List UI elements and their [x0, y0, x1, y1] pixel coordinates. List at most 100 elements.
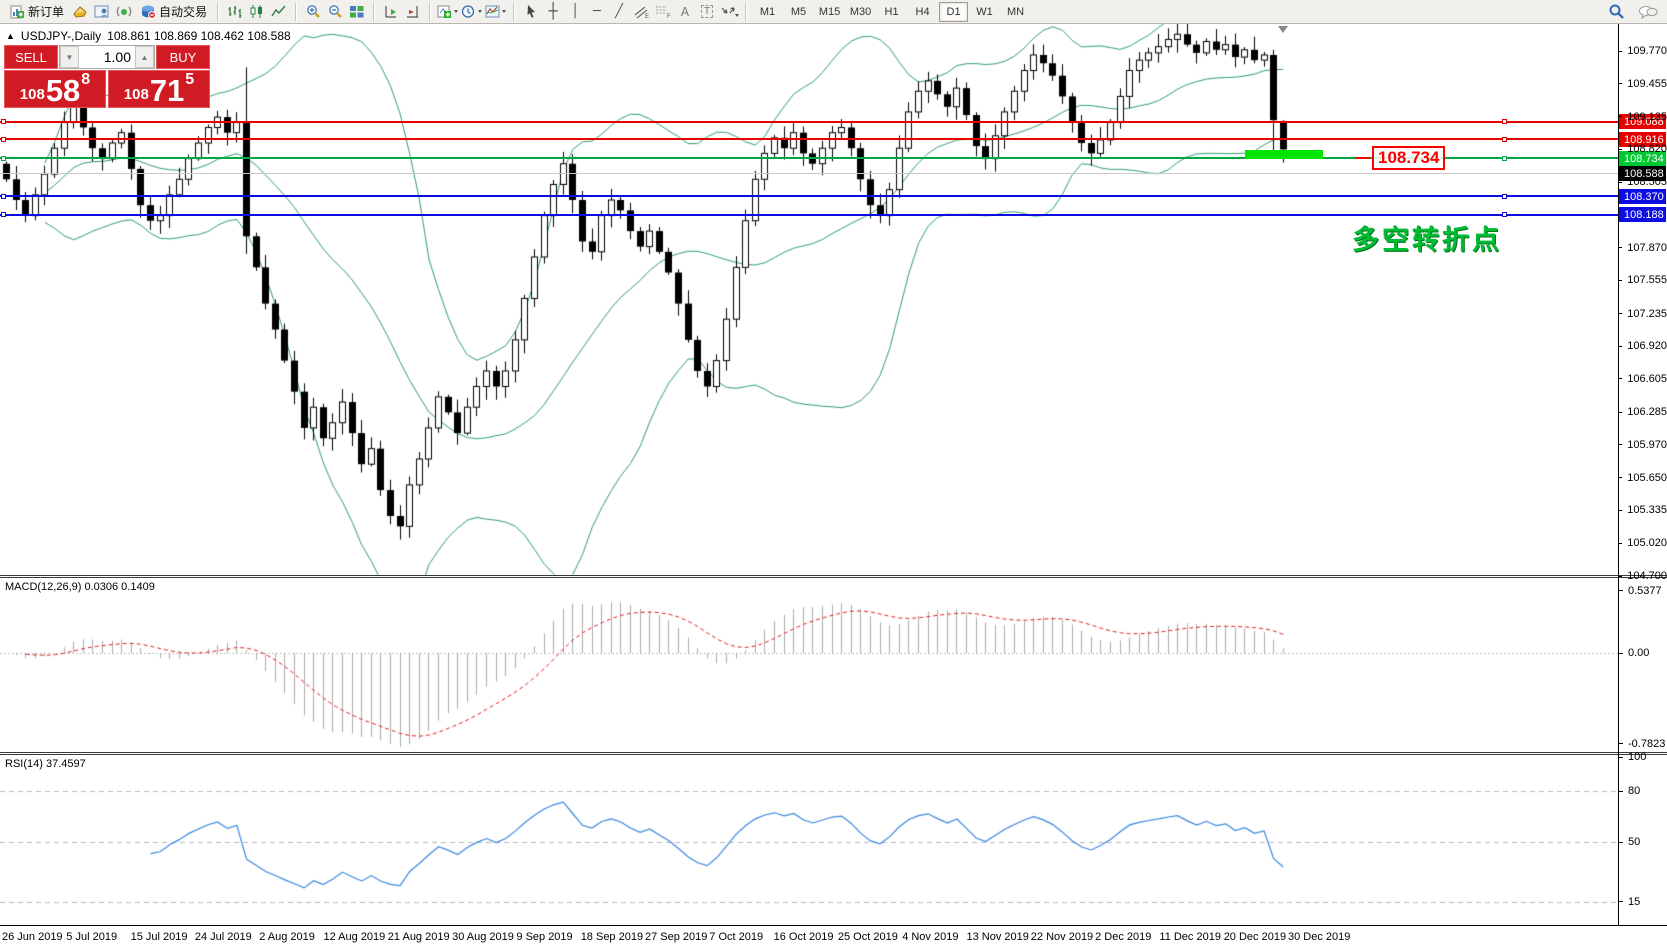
price-tick: 104.700 — [1619, 569, 1667, 583]
vertical-line-button[interactable]: │ — [564, 1, 586, 23]
zoom-out-button[interactable] — [324, 1, 346, 23]
cursor-button[interactable] — [520, 1, 542, 23]
timeframe-h1[interactable]: H1 — [884, 5, 899, 18]
chart-shift-marker[interactable] — [1278, 26, 1288, 33]
templates-icon — [437, 4, 459, 19]
price-tag-label[interactable]: 108.734 — [1372, 146, 1446, 170]
date-tick-label: 16 Oct 2019 — [773, 931, 834, 943]
tile-windows-button[interactable] — [346, 1, 368, 23]
indicators-button[interactable] — [484, 1, 508, 23]
volume-decrease-button[interactable]: ▼ — [60, 46, 79, 68]
timeframe-w1[interactable]: W1 — [976, 5, 993, 18]
timeframe-m1[interactable]: M1 — [759, 5, 776, 18]
autotrading-label: 自动交易 — [159, 5, 208, 19]
horizontal-line-icon: ─ — [593, 4, 601, 19]
channel-button[interactable]: E — [630, 1, 652, 23]
crosshair-button[interactable]: ┼ — [542, 1, 564, 23]
navigator-button[interactable] — [91, 1, 113, 23]
timeframe-h4[interactable]: H4 — [915, 5, 930, 18]
channel-icon: E — [633, 4, 650, 19]
volume-increase-button[interactable]: ▲ — [135, 46, 154, 68]
price-tick: 105.020 — [1619, 536, 1667, 550]
signals-button[interactable] — [113, 1, 135, 23]
toolbar-separator — [217, 2, 220, 21]
volume-input[interactable] — [79, 46, 135, 68]
arrows-button[interactable] — [718, 1, 740, 23]
sell-button[interactable]: SELL — [4, 45, 58, 69]
panel-divider[interactable] — [0, 752, 1667, 755]
macd-indicator-chart[interactable] — [0, 578, 1618, 752]
collapse-icon[interactable]: ▲ — [6, 31, 15, 41]
text-button[interactable]: A — [674, 1, 696, 23]
periodicity-button[interactable] — [460, 1, 484, 23]
autotrading-icon — [140, 4, 156, 19]
thick-green-segment[interactable] — [1245, 150, 1323, 159]
timeframe-m30[interactable]: M30 — [849, 5, 872, 18]
auto-scroll-icon — [383, 4, 399, 19]
autotrading-button[interactable]: 自动交易 — [135, 1, 212, 23]
text-label-button[interactable]: T — [696, 1, 718, 23]
line-chart-button[interactable] — [268, 1, 290, 23]
date-tick-label: 5 Jul 2019 — [66, 931, 118, 943]
market-watch-button[interactable] — [69, 1, 91, 23]
fibonacci-button[interactable]: F — [652, 1, 674, 23]
time-axis[interactable]: 26 Jun 2019 5 Jul 2019 15 Jul 2019 24 Jul 2… — [0, 925, 1667, 947]
price-tick: 109.135 — [1619, 110, 1667, 124]
price-axis[interactable]: 109.770 109.455 109.135 108.820 108.505 107.8… — [1619, 24, 1667, 947]
timeframe-mn[interactable]: MN — [1006, 5, 1025, 18]
auto-scroll-button[interactable] — [380, 1, 402, 23]
date-tick-label: 15 Jul 2019 — [130, 931, 188, 943]
date-tick-label: 2 Dec 2019 — [1095, 931, 1152, 943]
horizontal-line-button[interactable]: ─ — [586, 1, 608, 23]
chat-button[interactable] — [1637, 1, 1659, 23]
rsi-indicator-chart[interactable] — [0, 755, 1618, 925]
trendline-button[interactable]: ╱ — [608, 1, 630, 23]
price-tick: 108.505 — [1619, 175, 1667, 189]
candlestick-chart-button[interactable] — [246, 1, 268, 23]
search-button[interactable] — [1605, 1, 1627, 23]
date-tick-label: 18 Sep 2019 — [580, 931, 644, 943]
chart-shift-button[interactable] — [402, 1, 424, 23]
price-tick: 106.285 — [1619, 405, 1667, 419]
price-tick: 106.920 — [1619, 339, 1667, 353]
candlestick-chart-icon — [249, 4, 265, 19]
buy-price[interactable]: 108 71 5 — [108, 70, 210, 108]
zoom-in-icon — [305, 4, 321, 20]
crosshair-icon: ┼ — [548, 2, 558, 20]
zoom-out-icon — [327, 4, 343, 20]
price-tag-connector — [1356, 157, 1370, 159]
date-tick-label: 22 Nov 2019 — [1030, 931, 1094, 943]
main-price-chart[interactable] — [0, 24, 1618, 575]
timeframe-m15[interactable]: M15 — [818, 5, 841, 18]
chinese-annotation[interactable]: 多空转折点 — [1352, 225, 1502, 255]
buy-price-sup: 5 — [185, 71, 195, 88]
periodicity-icon — [461, 4, 483, 19]
zoom-in-button[interactable] — [302, 1, 324, 23]
cursor-icon — [524, 4, 538, 19]
date-tick-label: 13 Nov 2019 — [966, 931, 1029, 943]
chart-shift-icon — [405, 4, 421, 19]
volume-spinner: ▼ ▲ — [59, 45, 155, 69]
date-tick-label: 25 Oct 2019 — [837, 931, 898, 943]
templates-button[interactable] — [436, 1, 460, 23]
text-label-icon: T — [700, 5, 714, 18]
price-tick: 107.235 — [1619, 307, 1667, 321]
toolbar: 新订单 自动交易 — [0, 0, 1667, 24]
date-tick-label: 30 Aug 2019 — [452, 931, 514, 943]
rsi-axis-tick: 50 — [1619, 835, 1667, 849]
sell-price[interactable]: 108 58 8 — [4, 70, 106, 108]
date-tick-label: 4 Nov 2019 — [902, 931, 959, 943]
panel-divider[interactable] — [0, 575, 1667, 578]
price-tick: 105.335 — [1619, 503, 1667, 517]
navigator-icon — [94, 4, 110, 19]
bar-chart-button[interactable] — [224, 1, 246, 23]
fibonacci-icon: F — [655, 4, 672, 19]
timeframe-d1[interactable]: D1 — [939, 1, 969, 22]
symbol-period-label: USDJPY-,Daily — [20, 29, 102, 43]
price-tick: 106.605 — [1619, 372, 1667, 386]
buy-button[interactable]: BUY — [156, 45, 210, 69]
toolbar-separator — [513, 2, 516, 21]
new-order-button[interactable]: 新订单 — [5, 1, 69, 23]
timeframe-m5[interactable]: M5 — [790, 5, 807, 18]
